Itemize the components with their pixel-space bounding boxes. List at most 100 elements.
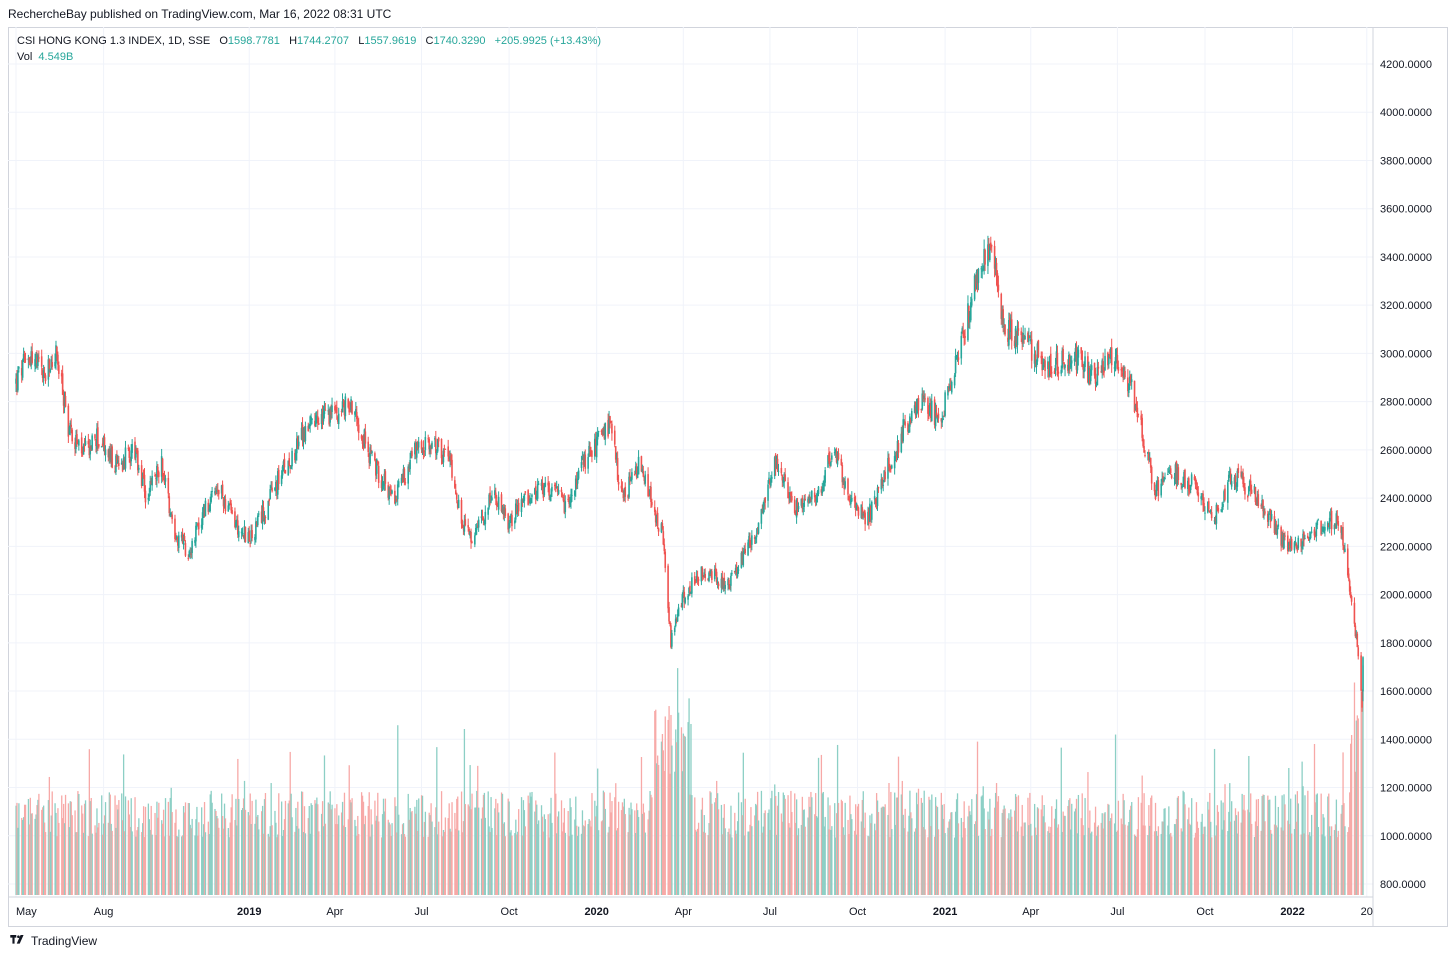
volume-bar (716, 780, 718, 895)
volume-bar (95, 832, 97, 895)
candle-body (367, 441, 370, 453)
volume-bar (102, 834, 104, 895)
volume-bar (716, 793, 719, 895)
candle-body (1237, 467, 1240, 474)
volume-bar (148, 819, 150, 895)
candle-body (824, 470, 826, 483)
volume-bar (1197, 827, 1200, 895)
candle-body (967, 303, 969, 341)
candle-body (1043, 361, 1045, 365)
volume-bar (1263, 794, 1265, 895)
volume-bar (1091, 831, 1093, 895)
volume-bar (788, 823, 790, 895)
volume-bar (1173, 824, 1176, 895)
chart-canvas[interactable]: 800.00001000.00001200.00001400.00001600.… (8, 27, 1448, 927)
candle-body (1235, 485, 1238, 487)
candle-body (595, 436, 598, 458)
candle-body (88, 446, 91, 456)
candle-body (941, 419, 944, 423)
candle-body (483, 521, 486, 523)
candle-body (1203, 502, 1205, 512)
volume-bar (868, 836, 870, 895)
volume-bar (502, 823, 505, 895)
volume-bar (234, 820, 236, 895)
candle-body (135, 451, 137, 458)
volume-bar (662, 750, 665, 895)
candle-body (709, 570, 711, 574)
candle-body (58, 365, 60, 374)
volume-bar (503, 822, 506, 895)
candle-body (751, 535, 753, 545)
volume-bar (301, 791, 304, 895)
volume-bar (696, 831, 698, 895)
volume-bar (1280, 827, 1282, 895)
candle-body (1262, 500, 1264, 512)
volume-bar (1337, 830, 1339, 895)
volume-bar (280, 801, 283, 895)
volume-bar (801, 796, 804, 895)
candle-body (514, 520, 516, 524)
volume-bar (274, 810, 276, 895)
volume-bar (597, 768, 599, 895)
volume-bar (388, 822, 390, 895)
volume-bar (1314, 802, 1317, 895)
candle-body (517, 502, 520, 512)
candle-body (1188, 489, 1191, 493)
candle-body (764, 497, 766, 503)
candle-body (563, 499, 566, 513)
candle-body (1280, 527, 1282, 546)
candle-body (837, 453, 840, 460)
candle-body (564, 501, 567, 513)
volume-bar (1333, 830, 1336, 895)
volume-bar (157, 817, 159, 895)
volume-bar (1282, 830, 1284, 895)
volume-bar (1195, 802, 1198, 895)
volume-bar (450, 831, 452, 895)
candle-body (544, 482, 547, 487)
candle-body (404, 482, 407, 484)
candle-body (1093, 362, 1096, 376)
volume-bar (302, 832, 305, 895)
volume-bar (827, 797, 829, 895)
candle-body (1362, 657, 1364, 692)
tradingview-brand[interactable]: TradingView (9, 934, 97, 948)
volume-bar (883, 807, 885, 895)
volume-bar (291, 817, 293, 895)
candle-body (450, 455, 452, 461)
volume-bar (1122, 793, 1124, 895)
candle-body (1309, 533, 1312, 539)
candle-body (602, 430, 605, 435)
candle-body (1326, 522, 1329, 530)
volume-bar (267, 833, 269, 895)
volume-bar (123, 831, 126, 895)
volume-bar (1357, 718, 1359, 895)
volume-bar (158, 802, 160, 895)
volume-bar (620, 810, 623, 895)
candle-body (713, 569, 716, 580)
candle-body (789, 492, 791, 501)
volume-bar (795, 799, 798, 895)
symbol-label[interactable]: CSI HONG KONG 1.3 INDEX, 1D, SSE (17, 35, 211, 47)
volume-bar (1023, 822, 1025, 895)
volume-bar (641, 813, 644, 895)
volume-bar (747, 831, 749, 895)
candle-body (1123, 367, 1125, 377)
candle-body (531, 494, 533, 498)
volume-bar (1360, 655, 1362, 895)
candle-body (836, 453, 839, 465)
candle-body (1241, 472, 1243, 477)
volume-bar (654, 711, 656, 895)
volume-bar (1271, 833, 1273, 895)
volume-bar (263, 799, 266, 895)
volume-bar (448, 803, 450, 895)
volume-bar (560, 800, 563, 895)
candle-body (296, 436, 299, 449)
volume-bar (357, 815, 359, 895)
volume-bar (1355, 720, 1358, 895)
volume-bar (323, 755, 326, 895)
candle-body (756, 533, 759, 535)
candle-body (350, 399, 352, 411)
volume-bar (58, 822, 60, 895)
volume-bar (416, 799, 418, 895)
volume-bar (947, 827, 949, 895)
